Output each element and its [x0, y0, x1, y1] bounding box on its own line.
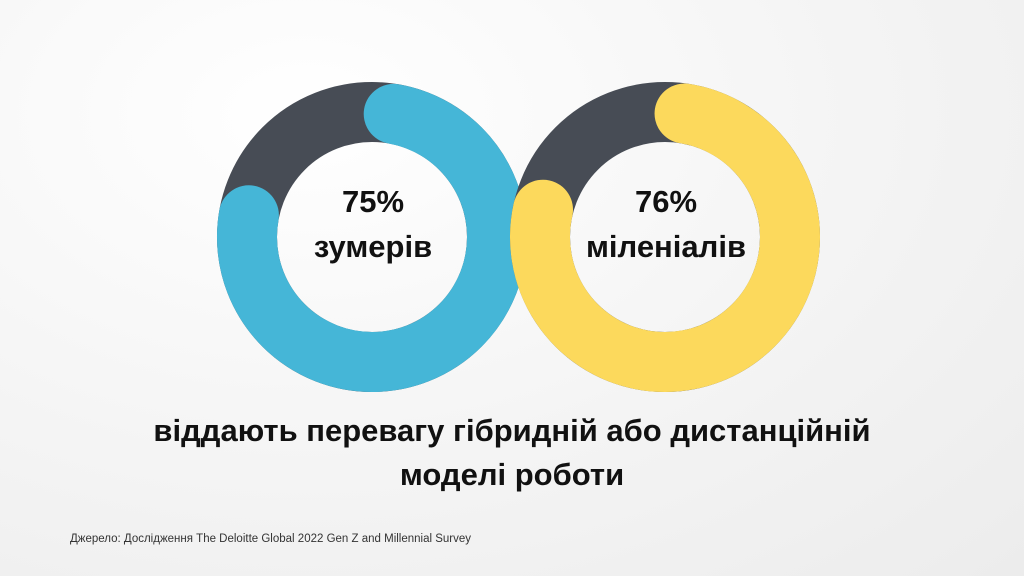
chart-caption: віддають перевагу гібридній або дистанці…	[0, 409, 1024, 497]
source-note: Джерело: Дослідження The Deloitte Global…	[70, 533, 472, 545]
group-label-millennials: міленіалів	[585, 229, 746, 264]
donut-label-genz: 75% зумерів	[273, 186, 473, 262]
group-label-genz: зумерів	[313, 229, 433, 264]
donut-value-arc-millennials	[510, 83, 820, 392]
percent-label-genz: 75%	[341, 184, 405, 219]
donut-value-arc-genz	[217, 83, 527, 392]
percent-label-millennials: 76%	[634, 184, 698, 219]
donut-label-millennials: 76% міленіалів	[566, 186, 766, 262]
caption-line-2: моделі роботи	[399, 457, 625, 492]
caption-line-1: віддають перевагу гібридній або дистанці…	[153, 413, 871, 448]
donut-charts	[217, 82, 820, 392]
